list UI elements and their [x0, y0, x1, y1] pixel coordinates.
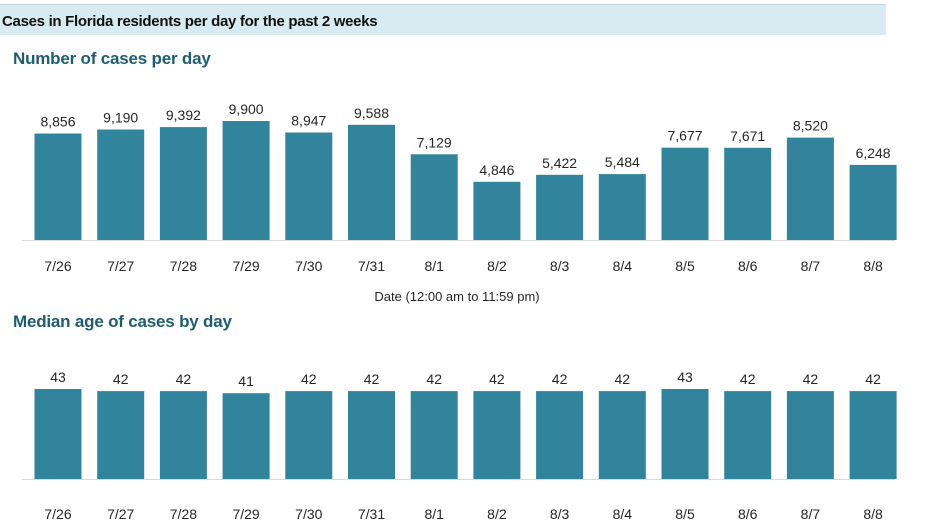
bar-value-label: 9,900: [229, 101, 264, 117]
bar-value-label: 7,129: [417, 134, 452, 150]
bar-7-31: [348, 391, 395, 479]
bar-value-label: 5,422: [542, 155, 577, 171]
x-tick-label: 8/7: [801, 506, 821, 522]
x-tick-label: 8/6: [738, 258, 758, 274]
x-tick-label: 7/31: [358, 506, 385, 522]
x-tick-label: 8/4: [613, 258, 633, 274]
bar-value-label: 9,190: [103, 110, 138, 126]
bar-value-label: 7,671: [730, 128, 765, 144]
bar-7-29: [222, 121, 270, 240]
x-tick-label: 8/5: [675, 506, 695, 522]
bar-value-label: 42: [176, 371, 192, 387]
bar-value-label: 42: [489, 371, 505, 387]
chart-banner: Cases in Florida residents per day for t…: [0, 4, 886, 35]
bar-8-2: [473, 391, 521, 479]
x-tick-label: 7/26: [44, 506, 71, 522]
x-tick-label: 7/30: [295, 506, 322, 522]
bar-7-28: [159, 391, 207, 479]
bar-value-label: 6,248: [856, 145, 891, 161]
x-tick-label: 8/1: [424, 506, 444, 522]
banner-title: Cases in Florida residents per day for t…: [2, 13, 378, 30]
bar-8-5: [661, 389, 709, 479]
bar-7-27: [97, 129, 145, 240]
bar-8-3: [536, 174, 584, 240]
bar-value-label: 8,947: [291, 113, 326, 129]
bar-value-label: 9,588: [354, 105, 389, 121]
bar-8-3: [536, 391, 584, 479]
bar-8-6: [724, 147, 772, 240]
bar-value-label: 42: [865, 371, 881, 387]
x-tick-label: 7/29: [232, 506, 259, 522]
x-tick-label: 8/5: [675, 258, 695, 274]
bar-value-label: 8,856: [40, 114, 75, 130]
bar-value-label: 42: [113, 371, 129, 387]
median-age-chart: 43 7/26 42 7/27 42 7/28 41 7/29 42 7/30 42 7/31 42 8/…: [22, 369, 897, 522]
bar-value-label: 41: [238, 373, 254, 389]
bar-value-label: 5,484: [605, 154, 640, 170]
bar-value-label: 43: [677, 369, 693, 385]
bar-8-8: [849, 391, 897, 479]
x-tick-label: 8/3: [550, 506, 570, 522]
x-tick-label: 7/29: [232, 258, 259, 274]
bar-7-28: [159, 127, 207, 240]
bar-value-label: 42: [364, 371, 380, 387]
x-tick-label: 8/4: [613, 506, 633, 522]
x-tick-label: 7/28: [170, 506, 197, 522]
bar-value-label: 8,520: [793, 118, 828, 134]
bar-8-1: [410, 391, 458, 479]
bar-value-label: 42: [803, 371, 819, 387]
bar-8-7: [786, 391, 834, 479]
bar-7-30: [285, 391, 333, 479]
x-tick-label: 7/27: [107, 506, 134, 522]
x-tick-label: 7/27: [107, 258, 134, 274]
bar-7-31: [348, 124, 395, 240]
bar-8-7: [786, 137, 834, 240]
bar-value-label: 9,392: [166, 107, 201, 123]
bar-value-label: 42: [740, 371, 756, 387]
bar-8-6: [724, 391, 772, 479]
bar-8-4: [598, 174, 646, 240]
bar-value-label: 42: [615, 371, 631, 387]
bar-value-label: 42: [552, 371, 568, 387]
bar-7-27: [97, 391, 145, 479]
x-tick-label: 8/7: [801, 258, 821, 274]
x-tick-label: 7/26: [44, 258, 71, 274]
bar-8-5: [661, 147, 709, 240]
x-tick-label: 8/8: [863, 258, 883, 274]
x-tick-label: 8/8: [863, 506, 883, 522]
bar-7-29: [222, 393, 270, 479]
x-tick-label: 7/28: [170, 258, 197, 274]
bar-value-label: 42: [301, 371, 317, 387]
cases-chart-title: Number of cases per day: [13, 49, 211, 68]
x-tick-label: 8/6: [738, 506, 758, 522]
bar-8-8: [849, 164, 897, 240]
bar-8-2: [473, 181, 521, 240]
bar-value-label: 7,677: [667, 128, 702, 144]
cases-per-day-chart: 8,856 7/26 9,190 7/27 9,392 7/28 9,900 7/29 8,94…: [22, 101, 897, 274]
x-tick-label: 7/31: [358, 258, 385, 274]
bar-value-label: 43: [50, 369, 66, 385]
bar-8-4: [598, 391, 646, 479]
bar-value-label: 4,846: [479, 162, 514, 178]
bar-7-30: [285, 132, 333, 240]
x-tick-label: 8/1: [424, 258, 444, 274]
median-age-chart-title: Median age of cases by day: [13, 312, 232, 331]
x-tick-label: 8/2: [487, 506, 507, 522]
cases-chart-x-axis-title: Date (12:00 am to 11:59 pm): [0, 289, 932, 304]
bar-value-label: 42: [426, 371, 442, 387]
x-axis-title-text: Date (12:00 am to 11:59 pm): [374, 289, 540, 304]
bar-7-26: [34, 133, 82, 240]
x-tick-label: 7/30: [295, 258, 322, 274]
x-tick-label: 8/2: [487, 258, 507, 274]
bar-7-26: [34, 389, 82, 479]
bar-8-1: [410, 154, 458, 240]
x-tick-label: 8/3: [550, 258, 570, 274]
